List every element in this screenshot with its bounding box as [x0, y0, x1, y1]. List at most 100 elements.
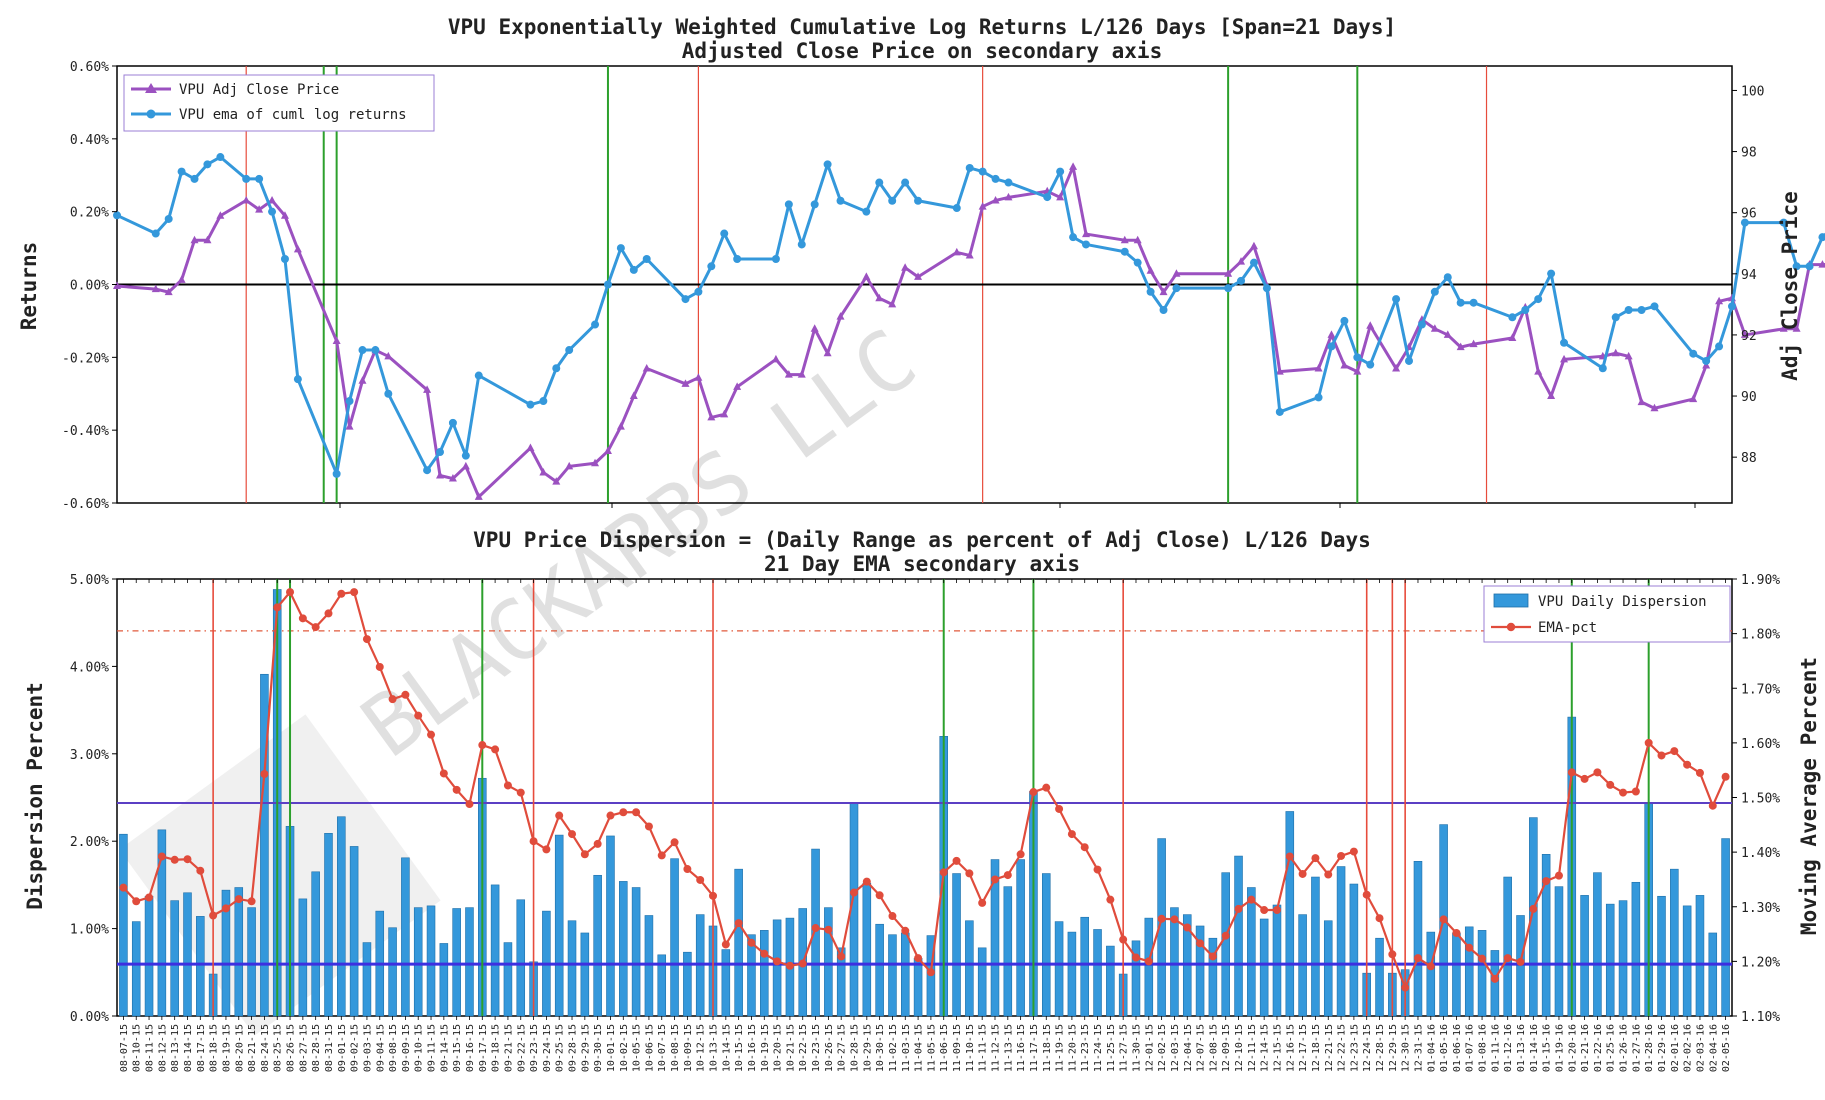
date-tick-label: 11-27-15 [1119, 1024, 1130, 1072]
ema-pct-point [1003, 871, 1012, 880]
ema-pct-point [427, 730, 436, 739]
adj-close-price-point [1004, 192, 1013, 201]
ema-returns-point [1779, 218, 1788, 227]
ema-pct-point [1644, 738, 1653, 747]
ema-pct-point [939, 868, 948, 877]
ema-returns-point [1456, 298, 1465, 307]
dispersion-y-tick-label: 5.00% [70, 573, 109, 588]
adj-close-price-point [151, 284, 160, 293]
dispersion-bar [1554, 886, 1564, 1017]
date-tick-label: 08-24-15 [260, 1024, 271, 1072]
date-tick-label: 10-19-15 [760, 1024, 771, 1072]
adj-close-price-point [216, 211, 225, 219]
date-tick-label: 12-07-15 [1196, 1024, 1207, 1072]
date-tick-label: 08-13-15 [170, 1024, 181, 1072]
ema-pct-point [1631, 787, 1640, 796]
dispersion-bar [1003, 886, 1013, 1017]
adj-close-price-point [629, 391, 638, 400]
date-tick-label: 11-04-15 [914, 1024, 925, 1072]
price-y-tick-label: 88 [1741, 451, 1757, 466]
ema-returns-point [1224, 284, 1233, 293]
date-tick-label: 01-08-16 [1478, 1024, 1489, 1072]
ema-pct-point [414, 711, 423, 720]
date-tick-label: 01-27-16 [1631, 1024, 1642, 1072]
date-tick-label: 01-20-16 [1567, 1024, 1578, 1072]
ema-y-tick-label: 1.50% [1741, 792, 1780, 807]
ema-pct-point [170, 855, 179, 864]
adj-close-price-point [978, 202, 987, 210]
adj-close-price-point [784, 370, 793, 378]
ema-pct-point [1272, 906, 1281, 915]
adj-close-price-point [991, 195, 1000, 204]
dispersion-bar [862, 882, 872, 1017]
dispersion-bar [1605, 903, 1615, 1017]
ema-returns-point [1133, 258, 1142, 267]
dispersion-bar [670, 858, 679, 1017]
date-tick-label: 11-05-15 [926, 1024, 937, 1072]
ema-pct-point [1619, 788, 1628, 797]
ema-pct-point [952, 856, 961, 865]
adj-close-price-point [164, 287, 173, 296]
date-tick-label: 01-26-16 [1619, 1024, 1630, 1072]
ema-returns-point [1534, 295, 1543, 304]
adj-close-price-point [1547, 391, 1556, 400]
adj-close-price-point [875, 293, 884, 302]
date-tick-label: 08-18-15 [209, 1024, 220, 1072]
ema-returns-point [1405, 356, 1413, 365]
date-tick-label: 08-26-15 [286, 1024, 297, 1072]
date-tick-label: 01-12-16 [1503, 1024, 1514, 1072]
ema-returns-point [358, 346, 367, 355]
date-tick-label: 08-27-15 [298, 1024, 309, 1072]
returns-y-tick-label: 0.60% [70, 60, 109, 75]
ema-returns-point [164, 214, 173, 223]
date-tick-label: 12-09-15 [1221, 1024, 1232, 1072]
ema-pct-point [1452, 928, 1461, 937]
dispersion-bar [516, 899, 526, 1017]
ema-pct-point [824, 925, 833, 934]
returns-y-tick-label: -0.60% [62, 497, 109, 512]
dispersion-bar [1093, 929, 1102, 1017]
ema-pct-point [1439, 915, 1448, 924]
ema-pct-point [1670, 747, 1679, 756]
ema-returns-point [965, 163, 974, 172]
date-tick-label: 12-01-15 [1144, 1024, 1155, 1072]
ema-pct-point [145, 893, 154, 902]
ema-pct-point [503, 781, 512, 790]
dispersion-chart-title: VPU Price Dispersion = (Daily Range as p… [473, 528, 1371, 552]
legend-label-daily-dispersion: VPU Daily Dispersion [1538, 594, 1707, 610]
dispersion-bar [413, 907, 423, 1017]
ema-returns-point [255, 174, 264, 183]
adj-close-price-point [461, 461, 470, 470]
ema-pct-point [657, 851, 666, 860]
date-tick-label: 11-24-15 [1093, 1024, 1104, 1072]
dispersion-y-tick-label: 1.00% [70, 923, 109, 938]
adj-close-price-point [1366, 321, 1375, 329]
ema-returns-point [177, 167, 186, 176]
dispersion-bar [1464, 926, 1474, 1017]
date-tick-label: 12-24-15 [1362, 1024, 1373, 1072]
ema-returns-point [1262, 284, 1271, 293]
ema-returns-point [1069, 233, 1078, 242]
legend-label-ema-pct: EMA-pct [1538, 620, 1597, 636]
ema-pct-point [1465, 943, 1474, 952]
adj-close-price-point [1779, 324, 1788, 332]
adj-close-price-point [1392, 364, 1401, 372]
date-tick-label: 10-23-15 [811, 1024, 822, 1072]
ema-y-tick-label: 1.80% [1741, 628, 1780, 643]
ema-returns-point [823, 160, 832, 169]
adj-close-price-point [707, 412, 716, 421]
ema-returns-point [332, 469, 341, 478]
dispersion-bar [1413, 861, 1423, 1017]
date-tick-label: 10-16-15 [747, 1024, 758, 1072]
ema-returns-point [901, 178, 910, 187]
adj-close-price-point [1159, 287, 1168, 296]
dispersion-bar [349, 846, 359, 1017]
ema-pct-point [132, 897, 141, 906]
date-tick-label: 10-30-15 [875, 1024, 886, 1072]
dispersion-bar [1477, 930, 1487, 1017]
ema-returns-point [345, 397, 354, 406]
ema-pct-point [1170, 915, 1179, 924]
ema-returns-point [914, 196, 923, 205]
date-tick-label: 01-06-16 [1452, 1024, 1463, 1072]
date-x-axis: 08-07-15 08-10-15 08-11-15 08-12-15 08-13-15… [119, 579, 1732, 1072]
